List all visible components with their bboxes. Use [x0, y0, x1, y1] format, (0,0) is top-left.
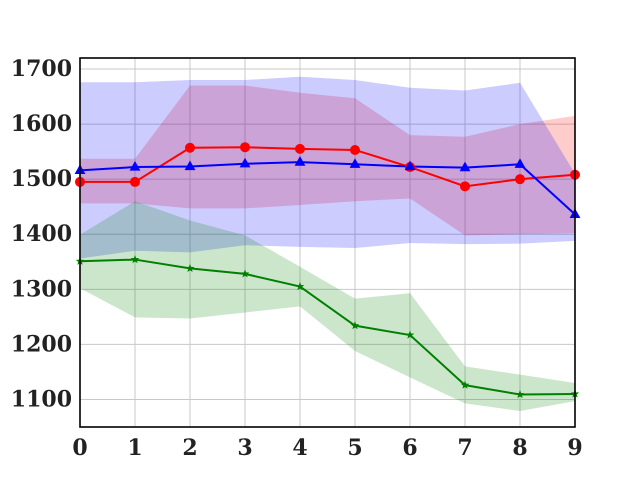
y-tick-label: 1100 — [11, 386, 72, 412]
y-tick-label: 1500 — [11, 166, 72, 192]
series-1-point — [404, 160, 416, 171]
y-tick-label: 1300 — [11, 276, 72, 302]
series-1-point — [294, 156, 306, 166]
series-0-band — [80, 85, 575, 236]
series-0-point — [185, 142, 195, 153]
series-2-point — [240, 269, 250, 278]
x-tick-label: 5 — [347, 435, 362, 461]
x-tick-label: 6 — [402, 435, 417, 461]
series-0-point — [515, 174, 525, 185]
x-tick-label: 7 — [457, 435, 472, 461]
series-0-point — [460, 181, 470, 192]
x-tick-label: 1 — [127, 435, 142, 461]
series-0-point — [295, 143, 305, 154]
x-tick-label: 9 — [567, 435, 582, 461]
series-2-point — [405, 330, 415, 339]
series-2-point — [185, 263, 195, 273]
series-0-point — [130, 176, 140, 187]
series-markers — [74, 142, 581, 399]
plot-frame — [79, 57, 576, 428]
series-1-point — [184, 160, 196, 171]
y-tick-label: 1600 — [11, 111, 72, 137]
series-2-point — [295, 282, 305, 291]
series-2-line — [79, 258, 576, 396]
series-2-point — [515, 390, 525, 399]
x-tick-label: 8 — [512, 435, 527, 461]
series-lines — [79, 146, 576, 396]
series-2-point — [350, 321, 360, 330]
series-0-line — [80, 146, 576, 188]
series-2-point — [460, 380, 470, 389]
series-1-point — [239, 157, 251, 168]
series-1-line — [79, 161, 576, 216]
series-0-point — [350, 144, 360, 155]
x-tick-label: 4 — [292, 435, 307, 461]
series-1-band — [80, 76, 575, 259]
y-tick-label: 1200 — [11, 331, 72, 357]
series-1-point — [349, 158, 361, 168]
x-tick-label: 0 — [72, 435, 87, 461]
x-tick-label: 3 — [237, 435, 252, 461]
y-tick-label: 1700 — [11, 56, 72, 82]
tick-labels: 0 1 2 3 4 5 6 7 8 9 1100 1200 1300 1400 1500 1600 1700 — [11, 56, 583, 461]
y-tick-label: 1400 — [11, 221, 72, 247]
series-2-point — [130, 255, 140, 264]
series-1-point — [459, 161, 471, 172]
x-tick-label: 2 — [182, 435, 197, 461]
series-0-point — [240, 142, 250, 153]
series-1-point — [514, 158, 526, 168]
series-1-point — [129, 161, 141, 171]
